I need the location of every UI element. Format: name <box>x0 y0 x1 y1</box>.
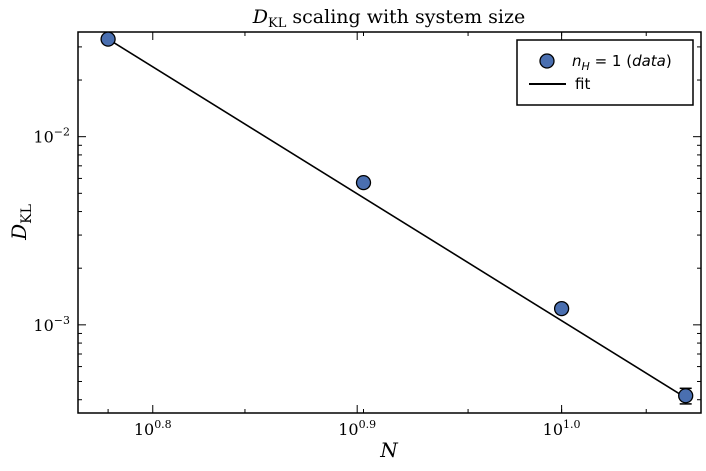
legend-label-fit: fit <box>575 75 590 93</box>
series-layer <box>100 31 694 405</box>
x-tick-label-1: 100.9 <box>338 418 376 439</box>
data-point-0 <box>100 31 116 47</box>
y-tick-label-0: 10−2 <box>33 126 70 147</box>
legend-label-data: nH = 1 (data) <box>572 52 672 73</box>
plot-area <box>77 31 702 414</box>
y-axis-label: DKL <box>7 204 35 241</box>
axis-tick-labels: 100.8 100.9 101.0 10−2 10−3 <box>33 126 580 439</box>
chart-title: DKL scaling with system size <box>252 6 525 31</box>
x-tick-label-0: 100.8 <box>134 418 172 439</box>
data-point-1 <box>355 174 372 191</box>
data-point-2 <box>553 300 570 317</box>
axis-ticks <box>78 32 701 413</box>
legend: nH = 1 (data) fit <box>516 39 694 106</box>
data-point-3 <box>678 388 694 404</box>
legend-marker-data <box>539 53 555 69</box>
x-axis-label: N <box>379 438 399 462</box>
legend-box <box>516 39 694 106</box>
y-tick-label-1: 10−3 <box>33 314 70 335</box>
x-tick-label-2: 101.0 <box>543 418 581 439</box>
fit-line <box>107 38 687 399</box>
